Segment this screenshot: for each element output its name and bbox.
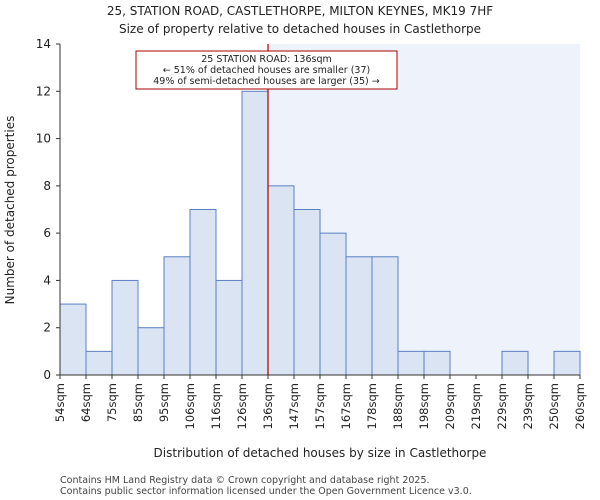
annotation-line-1: 25 STATION ROAD: 136sqm [201, 54, 332, 65]
bar-188sqm [397, 350, 425, 376]
bar-178sqm [371, 256, 399, 376]
x-axis-label: Distribution of detached houses by size … [154, 446, 487, 460]
y-tick-label-2: 2 [43, 321, 51, 335]
bar-95sqm [163, 256, 191, 376]
x-tick-label-136sqm: 136sqm [261, 383, 275, 429]
x-tick-label-85sqm: 85sqm [131, 383, 145, 422]
annotation-line-2: ← 51% of detached houses are smaller (37… [163, 65, 370, 76]
annotation-box [135, 50, 398, 90]
bar-136sqm [267, 185, 295, 376]
y-tick-label-14: 14 [36, 37, 51, 51]
bar-229sqm [501, 350, 529, 376]
bar-126sqm [241, 90, 269, 376]
x-tick-label-229sqm: 229sqm [495, 383, 509, 429]
x-tick-label-95sqm: 95sqm [157, 383, 171, 422]
bar-250sqm [553, 350, 581, 376]
x-tick-label-106sqm: 106sqm [183, 383, 197, 429]
y-tick-label-10: 10 [36, 132, 51, 146]
x-tick-label-116sqm: 116sqm [209, 383, 223, 429]
y-tick-label-8: 8 [43, 179, 51, 193]
x-tick-label-147sqm: 147sqm [287, 383, 301, 429]
bar-198sqm [423, 350, 451, 376]
x-tick-label-157sqm: 157sqm [313, 383, 327, 429]
x-tick-label-75sqm: 75sqm [105, 383, 119, 422]
x-tick-label-64sqm: 64sqm [79, 383, 93, 422]
bar-75sqm [111, 279, 139, 376]
x-tick-label-250sqm: 250sqm [547, 383, 561, 429]
x-tick-label-239sqm: 239sqm [521, 383, 535, 429]
x-tick-label-188sqm: 188sqm [391, 383, 405, 429]
annotation-line-3: 49% of semi-detached houses are larger (… [153, 76, 380, 87]
x-tick-label-260sqm: 260sqm [573, 383, 587, 429]
plot-area: 0 2 4 6 8 10 12 14 54sqm 64sqm 75sqm 85sqm 95sqm 106s… [36, 37, 587, 429]
x-tick-label-126sqm: 126sqm [235, 383, 249, 429]
chart-subtitle: Size of property relative to detached ho… [119, 22, 481, 36]
y-axis-label: Number of detached properties [3, 116, 17, 305]
x-tick-label-209sqm: 209sqm [443, 383, 457, 429]
footer-line-2: Contains public sector information licen… [60, 486, 472, 497]
bar-167sqm [345, 256, 373, 376]
y-tick-label-12: 12 [36, 84, 51, 98]
footer-line-1: Contains HM Land Registry data © Crown c… [60, 475, 430, 486]
chart-title: 25, STATION ROAD, CASTLETHORPE, MILTON K… [107, 4, 493, 18]
x-tick-label-178sqm: 178sqm [365, 383, 379, 429]
y-tick-label-0: 0 [43, 368, 51, 382]
bar-106sqm [189, 209, 217, 376]
y-tick-label-4: 4 [43, 273, 51, 287]
bar-64sqm [85, 350, 113, 376]
bar-147sqm [293, 209, 321, 376]
y-tick-label-6: 6 [43, 226, 51, 240]
bar-85sqm [137, 327, 165, 376]
x-tick-label-167sqm: 167sqm [339, 383, 353, 429]
x-tick-label-54sqm: 54sqm [53, 383, 67, 422]
bar-116sqm [215, 279, 243, 376]
x-tick-label-219sqm: 219sqm [469, 383, 483, 429]
bar-54sqm [59, 303, 87, 376]
bar-157sqm [319, 232, 347, 376]
x-tick-label-198sqm: 198sqm [417, 383, 431, 429]
